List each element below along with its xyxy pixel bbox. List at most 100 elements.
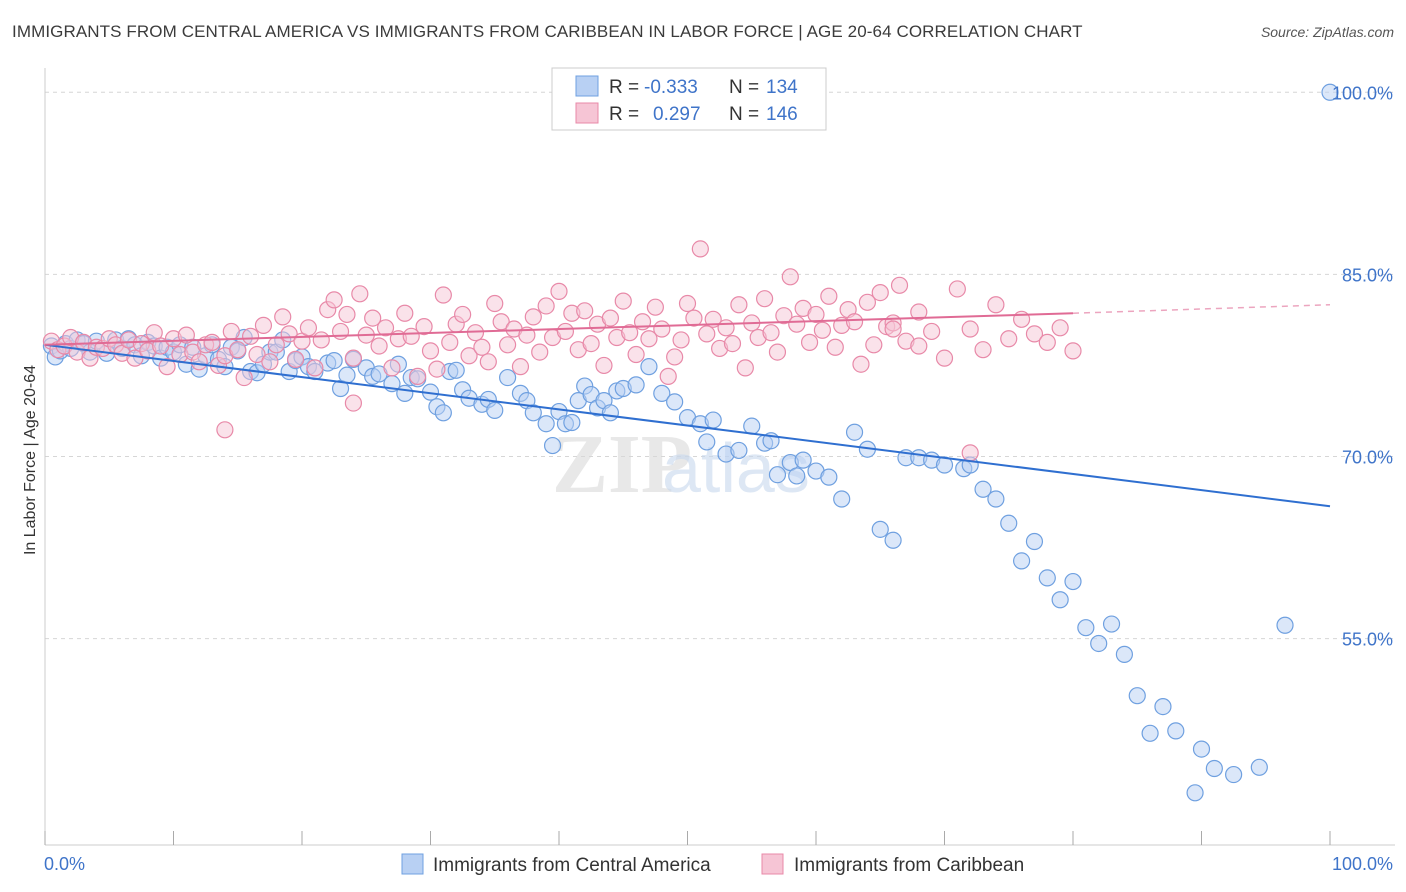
scatter-point [755, 290, 774, 308]
scatter-point [698, 433, 716, 451]
scatter-point [126, 349, 144, 367]
scatter-point [325, 291, 343, 309]
scatter-point [820, 287, 838, 305]
bottom-legend-label-blue: Immigrants from Central America [433, 855, 711, 876]
scatter-point [479, 353, 497, 371]
scatter-point [1192, 740, 1211, 758]
scatter-point [1276, 616, 1294, 634]
scatter-point [865, 336, 883, 354]
scatter-point [730, 441, 748, 460]
legend-n-value-blue: 134 [766, 77, 798, 98]
scatter-point [242, 327, 260, 345]
scatter-point [1141, 724, 1159, 742]
trendlines [44, 303, 1331, 508]
scatter-point [248, 345, 266, 364]
scatter-point [601, 404, 620, 422]
legend-swatch-blue [575, 75, 599, 97]
scatter-point [421, 342, 440, 360]
scatter-point [434, 404, 452, 422]
scatter-point [261, 353, 279, 371]
scatter-point [666, 348, 684, 366]
scatter-point [563, 413, 581, 432]
x-tick-label: 100.0% [1332, 854, 1393, 874]
scatter-point [524, 308, 542, 326]
scatter-point [235, 368, 253, 387]
scatter-point [890, 276, 909, 294]
scatter-point [813, 321, 832, 339]
scatter-point [743, 417, 761, 435]
scatter-point [299, 319, 318, 337]
scatter-point [177, 326, 195, 344]
scatter-point [685, 309, 703, 327]
scatter-point [1250, 758, 1268, 776]
scatter-point [383, 359, 401, 377]
legend-r-label: R = [609, 104, 639, 125]
scatter-point [550, 282, 568, 300]
y-axis-label: In Labor Force | Age 20-64 [22, 365, 39, 555]
watermark-zip: ZIP [552, 418, 692, 511]
scatter-point [473, 338, 491, 356]
scatter-point [775, 307, 793, 325]
scatter-point [1167, 722, 1185, 740]
scatter-point [486, 294, 504, 313]
scatter-point [1115, 645, 1134, 663]
scatter-point [659, 367, 677, 385]
watermark: ZIP atlas [552, 418, 810, 511]
scatter-point [1090, 634, 1108, 653]
scatter-point [820, 468, 838, 486]
scatter-point [396, 384, 414, 402]
scatter-point [325, 351, 343, 370]
y-tick-label: 55.0% [1342, 630, 1393, 650]
scatter-point [910, 337, 928, 355]
scatter-point [428, 360, 446, 378]
scatter-point [762, 324, 780, 342]
bottom-legend-swatch-pink [761, 853, 784, 875]
scatter-point [653, 384, 671, 402]
scatter-point [222, 322, 240, 341]
scatter-point [402, 327, 420, 345]
scatter-point [871, 284, 889, 302]
scatter-point [454, 305, 472, 324]
scatter-point [627, 376, 645, 394]
scatter-point [306, 359, 324, 377]
scatter-point [640, 358, 658, 376]
y-tick-label: 70.0% [1342, 448, 1393, 468]
bottom-legend-label-pink: Immigrants from Caribbean [794, 855, 1024, 876]
scatter-point [338, 305, 356, 324]
scatter-point [730, 296, 748, 314]
bottom-legend-swatch-blue [401, 853, 424, 875]
scatter-point [640, 330, 658, 348]
scatter-point [884, 531, 902, 549]
scatter-point [524, 404, 542, 422]
scatter-point [935, 349, 954, 367]
trendline-caribbean-extrapolated [1072, 303, 1331, 314]
trendline-caribbean [44, 312, 1074, 346]
y-tick-label: 100.0% [1332, 83, 1393, 103]
scatter-point [768, 343, 787, 361]
scatter-point [845, 313, 864, 331]
scatter-point [1321, 83, 1339, 101]
scatter-point [653, 320, 671, 338]
scatter-point [1154, 697, 1172, 716]
scatter-point [621, 324, 639, 342]
scatter-point [409, 367, 427, 385]
scatter-point [723, 334, 742, 353]
scatter-point [1102, 615, 1121, 633]
scatter-point [364, 309, 382, 327]
scatter-point [961, 320, 979, 338]
scatter-point [1025, 325, 1044, 343]
y-tick-labels: 55.0% 70.0% 85.0% 100.0% [1332, 83, 1393, 649]
scatter-point [331, 322, 350, 341]
scatter-point [447, 361, 465, 379]
scatter-point [1064, 342, 1082, 360]
scatter-point [286, 350, 305, 368]
scatter-point [338, 366, 356, 384]
scatter-point [974, 341, 992, 359]
legend-n-label: N = [729, 77, 759, 98]
scatter-point [884, 320, 902, 338]
scatter-point [537, 415, 555, 433]
scatter-point [781, 268, 799, 286]
scatter-point [441, 333, 459, 351]
scatter-point [376, 319, 395, 337]
